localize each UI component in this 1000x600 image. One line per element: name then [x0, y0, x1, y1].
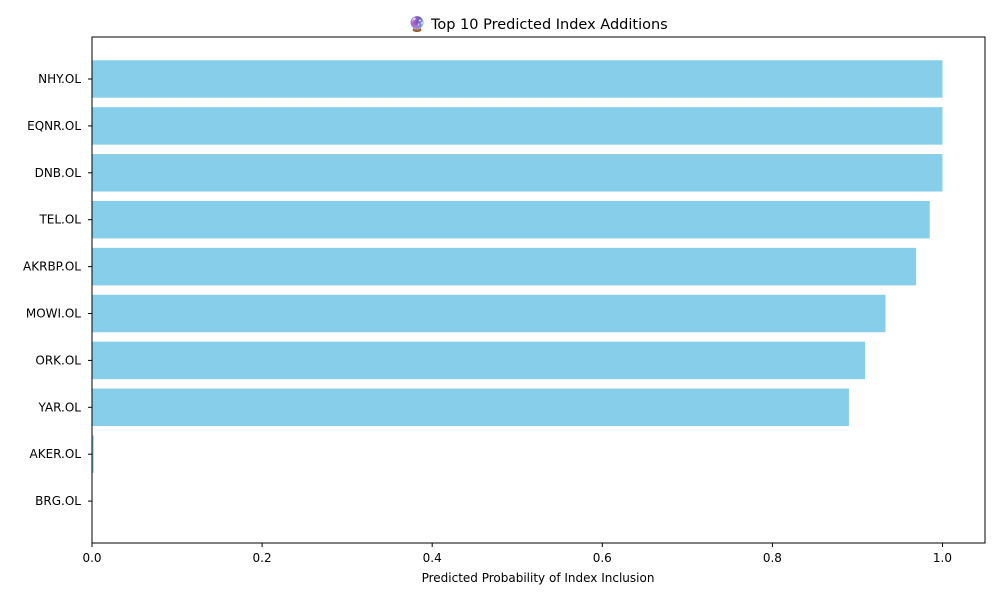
y-tick-label: AKER.OL [29, 447, 81, 461]
y-axis-ticks: NHY.OL EQNR.OL DNB.OL TEL.OL AKRBP.OL MOWI.OL… [23, 72, 92, 508]
x-axis-ticks: 0.0 0.2 0.4 0.6 0.8 1.0 [82, 543, 952, 565]
bar-ork-ol [92, 341, 866, 380]
bar-akrbp-ol [92, 247, 917, 286]
x-tick-label: 1.0 [933, 551, 952, 565]
x-tick-label: 0.4 [423, 551, 442, 565]
y-tick-label: TEL.OL [38, 213, 81, 227]
bar-yar-ol [92, 388, 849, 427]
x-tick-label: 0.6 [593, 551, 612, 565]
y-tick-label: ORK.OL [35, 353, 81, 367]
bar-aker-ol [92, 435, 94, 473]
x-tick-label: 0.2 [253, 551, 272, 565]
y-tick-label: BRG.OL [35, 494, 81, 508]
y-tick-label: NHY.OL [38, 72, 81, 86]
y-tick-label: DNB.OL [35, 166, 82, 180]
y-tick-label: EQNR.OL [27, 119, 81, 133]
bar-mowi-ol [92, 294, 886, 333]
y-tick-label: MOWI.OL [26, 307, 81, 321]
bar-nhy-ol [92, 60, 943, 98]
plot-frame [91, 36, 986, 544]
x-tick-label: 0.8 [763, 551, 782, 565]
bar-dnb-ol [92, 154, 943, 192]
chart-title: 🔮 Top 10 Predicted Index Additions [408, 15, 667, 33]
x-tick-label: 0.0 [82, 551, 101, 565]
bars-layer [92, 60, 943, 473]
bar-eqnr-ol [92, 107, 943, 145]
y-tick-label: YAR.OL [38, 400, 82, 414]
bar-tel-ol [92, 200, 930, 239]
y-tick-label: AKRBP.OL [23, 260, 81, 274]
x-axis-title: Predicted Probability of Index Inclusion [422, 571, 655, 585]
